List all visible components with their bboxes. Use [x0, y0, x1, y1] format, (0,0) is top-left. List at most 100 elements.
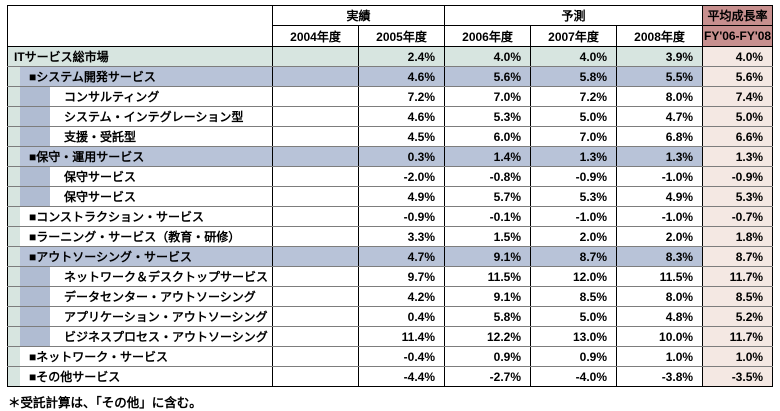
- row-label-cell: システム・インテグレーション型: [7, 106, 273, 127]
- actual-group-header: 実績: [271, 5, 446, 26]
- value-cell: [272, 286, 359, 307]
- table-row: 保守サービス 4.9% 5.7% 5.3% 4.9% 5.3%: [7, 186, 774, 207]
- value-cell: -0.8%: [444, 166, 532, 187]
- row-label: アプリケーション・アウトソーシング: [64, 310, 268, 324]
- value-cell: -2.7%: [444, 366, 532, 387]
- year-column-header: 2005年度: [357, 25, 446, 47]
- value-cell: 0.9%: [444, 346, 532, 367]
- value-cell: 3.9%: [616, 46, 704, 67]
- value-cell: 0.9%: [530, 346, 618, 367]
- value-cell: 9.1%: [444, 286, 532, 307]
- indent-strip-blue: [20, 327, 50, 346]
- indent-strip-blue: [20, 187, 50, 206]
- average-value-cell: 5.6%: [702, 66, 774, 87]
- value-cell: 4.5%: [357, 126, 446, 147]
- row-label: ■その他サービス: [29, 370, 121, 384]
- table-row: ITサービス総市場 2.4% 4.0% 4.0% 3.9% 4.0%: [7, 46, 774, 67]
- table-row: アプリケーション・アウトソーシング 0.4% 5.8% 5.0% 4.8% 5.2%: [7, 306, 774, 327]
- table-row: ■保守・運用サービス 0.3% 1.4% 1.3% 1.3% 1.3%: [7, 146, 774, 167]
- value-cell: 8.0%: [616, 286, 704, 307]
- indent-strip-blue: [20, 87, 50, 106]
- value-cell: 5.0%: [530, 106, 618, 127]
- value-cell: 4.2%: [357, 286, 446, 307]
- value-cell: 11.4%: [357, 326, 446, 347]
- value-cell: -0.9%: [357, 206, 446, 227]
- row-label: 支援・受託型: [64, 130, 137, 144]
- value-cell: 4.7%: [616, 106, 704, 127]
- average-value-cell: 5.0%: [702, 106, 774, 127]
- row-label: ■システム開発サービス: [29, 70, 156, 84]
- indent-strip-green: [8, 367, 20, 386]
- year-column-header: 2006年度: [444, 25, 532, 47]
- value-cell: 5.3%: [530, 186, 618, 207]
- average-value-cell: 1.0%: [702, 346, 774, 367]
- indent-strip-blue: [20, 167, 50, 186]
- value-cell: [272, 86, 359, 107]
- value-cell: 7.2%: [357, 86, 446, 107]
- average-growth-header-line2: FY'06-FY'08: [702, 25, 774, 47]
- row-label-cell: ■アウトソーシング・サービス: [7, 246, 273, 267]
- indent-strip-green: [8, 67, 20, 86]
- indent-strip-green: [8, 267, 20, 286]
- row-label-cell: 保守サービス: [7, 186, 273, 207]
- row-label-cell: ■ネットワーク・サービス: [7, 346, 273, 367]
- average-value-cell: 8.7%: [702, 246, 774, 267]
- row-label-cell: 支援・受託型: [7, 126, 273, 147]
- value-cell: [272, 306, 359, 327]
- value-cell: 12.2%: [444, 326, 532, 347]
- value-cell: 8.3%: [616, 246, 704, 267]
- row-label-cell: ■保守・運用サービス: [7, 146, 273, 167]
- average-value-cell: -0.7%: [702, 206, 774, 227]
- value-cell: 7.0%: [530, 126, 618, 147]
- value-cell: 12.0%: [530, 266, 618, 287]
- table-row: 支援・受託型 4.5% 6.0% 7.0% 6.8% 6.6%: [7, 126, 774, 147]
- value-cell: 0.4%: [357, 306, 446, 327]
- year-column-header: 2007年度: [530, 25, 618, 47]
- row-label: コンサルティング: [64, 90, 160, 104]
- table-row: データセンター・アウトソーシング 4.2% 9.1% 8.5% 8.0% 8.5%: [7, 286, 774, 307]
- table-row: ■システム開発サービス 4.6% 5.6% 5.8% 5.5% 5.6%: [7, 66, 774, 87]
- indent-strip-green: [8, 107, 20, 126]
- year-column-header: 2004年度: [272, 25, 359, 47]
- year-column-header: 2008年度: [616, 25, 704, 47]
- table-row: ビジネスプロセス・アウトソーシング 11.4% 12.2% 13.0% 10.0% 11.…: [7, 326, 774, 347]
- forecast-group-header: 予測: [444, 5, 704, 26]
- row-label-cell: ネットワーク＆デスクトップサービス: [7, 266, 273, 287]
- value-cell: 4.9%: [616, 186, 704, 207]
- average-value-cell: -0.9%: [702, 166, 774, 187]
- table-row: ■アウトソーシング・サービス 4.7% 9.1% 8.7% 8.3% 8.7%: [7, 246, 774, 267]
- value-cell: 1.3%: [616, 146, 704, 167]
- value-cell: -0.9%: [530, 166, 618, 187]
- value-cell: [272, 186, 359, 207]
- row-label: ビジネスプロセス・アウトソーシング: [64, 330, 268, 344]
- average-value-cell: 1.8%: [702, 226, 774, 247]
- indent-strip-green: [8, 167, 20, 186]
- value-cell: 5.8%: [530, 66, 618, 87]
- value-cell: [272, 226, 359, 247]
- indent-strip-green: [8, 187, 20, 206]
- row-label: ■コンストラクション・サービス: [29, 210, 205, 224]
- value-cell: 5.6%: [444, 66, 532, 87]
- value-cell: [272, 326, 359, 347]
- value-cell: -1.0%: [616, 206, 704, 227]
- value-cell: -4.4%: [357, 366, 446, 387]
- value-cell: 11.5%: [616, 266, 704, 287]
- it-services-growth-table: 実績 予測 平均成長率 2004年度 2005年度 2006年度 2007年度 2008…: [7, 5, 774, 387]
- value-cell: 8.7%: [530, 246, 618, 267]
- indent-strip-green: [8, 227, 20, 246]
- indent-strip-green: [8, 127, 20, 146]
- row-label: ■アウトソーシング・サービス: [29, 250, 193, 264]
- footnote: ＊受託計算は、「その他」に含む。: [8, 396, 202, 410]
- value-cell: 8.5%: [530, 286, 618, 307]
- average-value-cell: 6.6%: [702, 126, 774, 147]
- value-cell: 4.7%: [357, 246, 446, 267]
- table-row: システム・インテグレーション型 4.6% 5.3% 5.0% 4.7% 5.0%: [7, 106, 774, 127]
- value-cell: 7.2%: [530, 86, 618, 107]
- value-cell: 5.7%: [444, 186, 532, 207]
- row-label: ITサービス総市場: [14, 50, 109, 64]
- value-cell: 7.0%: [444, 86, 532, 107]
- value-cell: -4.0%: [530, 366, 618, 387]
- average-value-cell: -3.5%: [702, 366, 774, 387]
- row-label: 保守サービス: [64, 190, 137, 204]
